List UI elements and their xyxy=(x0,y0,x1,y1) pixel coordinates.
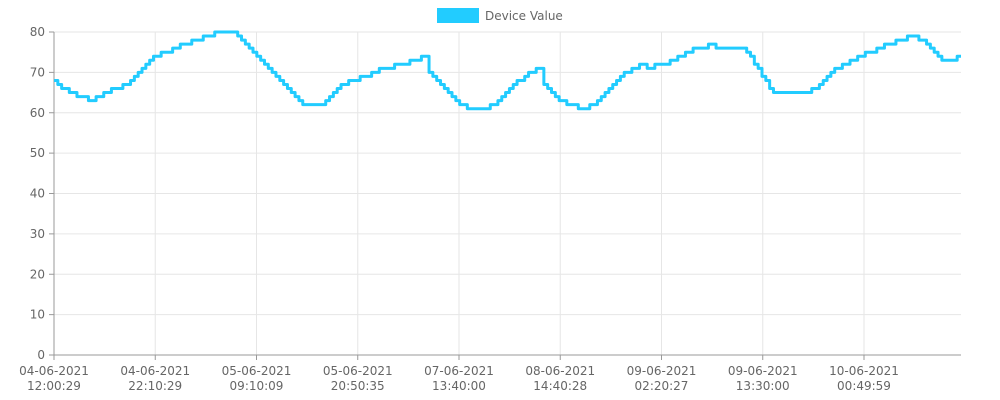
x-tick-label-date: 09-06-2021 xyxy=(627,364,697,378)
x-tick-label-time: 14:40:28 xyxy=(533,379,587,393)
y-tick-label: 0 xyxy=(37,348,45,362)
x-tick-label-time: 09:10:09 xyxy=(230,379,284,393)
x-tick-label-time: 20:50:35 xyxy=(331,379,385,393)
y-tick-label: 50 xyxy=(30,146,45,160)
x-tick-label-time: 13:40:00 xyxy=(432,379,486,393)
x-tick-label-time: 12:00:29 xyxy=(27,379,81,393)
y-axis-ticks: 0 10 20 30 40 50 60 70 80 xyxy=(30,25,54,362)
x-tick-label-date: 07-06-2021 xyxy=(424,364,494,378)
x-tick-label-date: 09-06-2021 xyxy=(728,364,798,378)
y-tick-label: 20 xyxy=(30,267,45,281)
legend[interactable]: Device Value xyxy=(437,8,563,23)
y-tick-label: 70 xyxy=(30,65,45,79)
grid xyxy=(54,31,961,355)
x-tick-label-date: 05-06-2021 xyxy=(222,364,292,378)
y-tick-label: 60 xyxy=(30,106,45,120)
legend-swatch xyxy=(437,8,479,23)
y-tick-label: 40 xyxy=(30,187,45,201)
x-tick-label-date: 10-06-2021 xyxy=(829,364,899,378)
y-tick-label: 10 xyxy=(30,308,45,322)
x-tick-label-time: 13:30:00 xyxy=(736,379,790,393)
axes xyxy=(53,32,961,356)
plot-area xyxy=(54,30,961,111)
x-tick-label-date: 04-06-2021 xyxy=(120,364,190,378)
x-tick-label-date: 04-06-2021 xyxy=(19,364,89,378)
series-line-device-value xyxy=(54,30,961,111)
x-tick-label-date: 05-06-2021 xyxy=(323,364,393,378)
x-tick-label-time: 02:20:27 xyxy=(635,379,689,393)
x-axis-ticks: 04-06-202112:00:2904-06-202122:10:2905-0… xyxy=(19,355,899,393)
x-tick-label-date: 08-06-2021 xyxy=(525,364,595,378)
x-tick-label-time: 00:49:59 xyxy=(837,379,891,393)
legend-label: Device Value xyxy=(485,9,563,23)
y-tick-label: 80 xyxy=(30,25,45,39)
y-tick-label: 30 xyxy=(30,227,45,241)
x-tick-label-time: 22:10:29 xyxy=(128,379,182,393)
